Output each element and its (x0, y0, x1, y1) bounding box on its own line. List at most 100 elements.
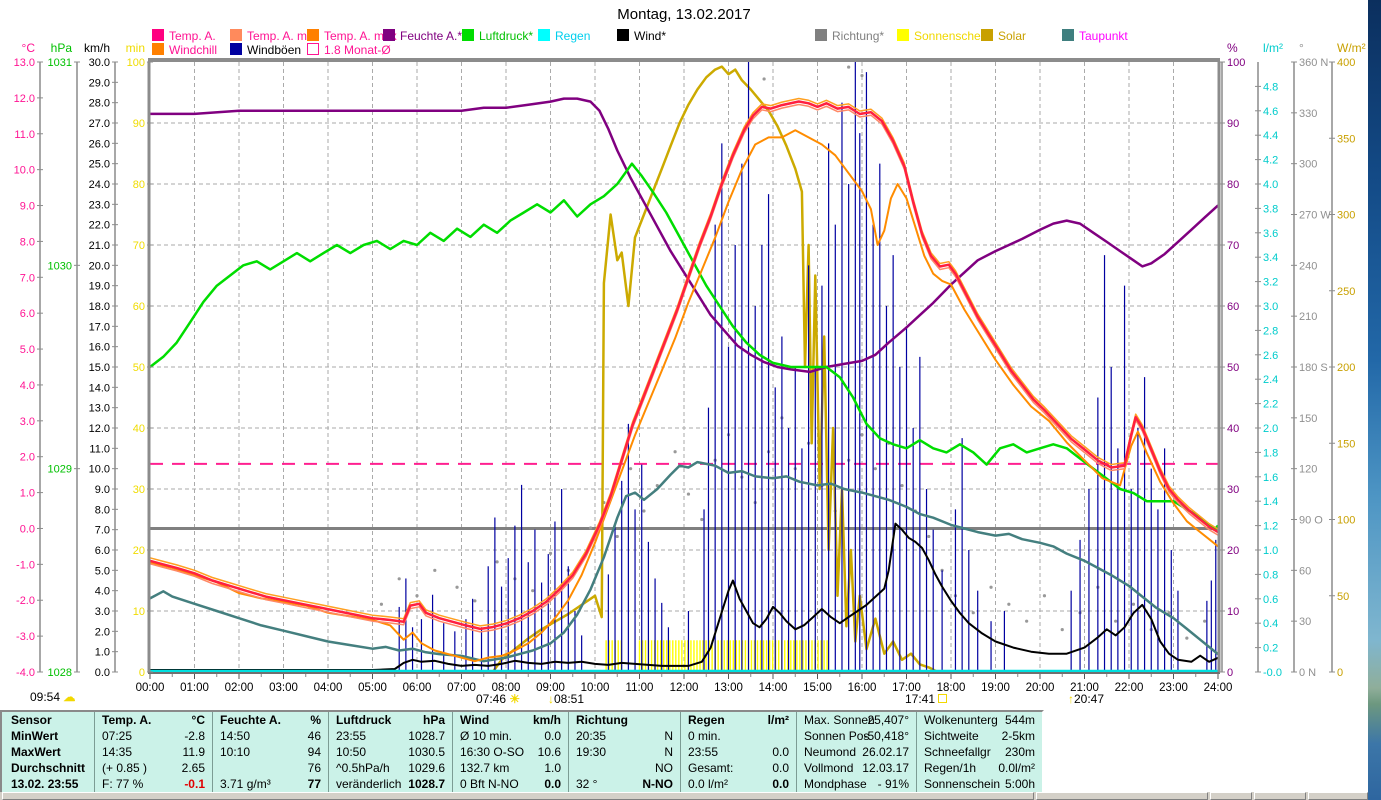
axis-tick-label-lm2: 1.2 (1263, 521, 1278, 533)
axis-tick-label-lm2: 3.4 (1263, 252, 1278, 264)
axis-tick-label-lm2: 0.2 (1263, 643, 1278, 655)
axis-tick-label-min: 0 (139, 667, 145, 679)
table-row: 23:55 1028.7 (329, 728, 451, 744)
axis-header-pct: % (1227, 41, 1238, 55)
table-column-temp-a-: Temp. A. °C 07:25 -2.8 14:35 11.9 (+ 0.85 ) 2.6… (94, 712, 211, 792)
table-cell: MinWert (11, 729, 59, 743)
axis-tick-label-kmh: 27.0 (89, 118, 110, 130)
series-richtung (1007, 602, 1011, 606)
axis-tick-label-lm2: 4.0 (1263, 179, 1278, 191)
axis-tick-label-deg: 300 (1299, 159, 1317, 171)
x-axis-label: 02:00 (225, 682, 254, 694)
legend-label: Feuchte A.* (400, 29, 463, 43)
table-row: Durchschnitt (4, 760, 92, 776)
table-cell: Feuchte A. (220, 713, 281, 727)
axis-tick-label-degC: 7.0 (20, 272, 35, 284)
axis-tick-label-wm2: 0 (1337, 667, 1343, 679)
table-column-labels0: Sensor MinWert MaxWert Durchschnitt 13.02. 2… (4, 712, 92, 792)
series-richtung (455, 585, 459, 589)
axis-header-deg: ° (1299, 41, 1304, 55)
table-cell: 1029.6 (408, 761, 445, 775)
table-column-richtung: Richtung 20:35 N 19:30 N NO 32 ° N-NO (568, 712, 679, 792)
table-row: 76 (213, 760, 327, 776)
x-axis-label: 14:00 (759, 682, 788, 694)
table-cell: Luftdruck (336, 713, 392, 727)
x-axis-label: 21:00 (1070, 682, 1099, 694)
marker-sunrise: 07:46 ☀ (476, 692, 520, 706)
x-axis-label: 04:00 (314, 682, 343, 694)
status-bar-segment (1036, 792, 1208, 800)
table-row: Max. Sonnen 25,407° (797, 712, 915, 728)
table-cell: 14:35 (102, 745, 133, 759)
table-cell: ^0.5hPa/h (336, 761, 390, 775)
axis-tick-label-kmh: 1.0 (95, 647, 110, 659)
legend-item-luftdruck-: Luftdruck* (462, 29, 533, 42)
axis-header-wm2: W/m² (1337, 41, 1366, 55)
series-richtung (588, 526, 593, 530)
table-column-wind: Wind km/h Ø 10 min. 0.0 16:30 O-SO 10.6 132.7 … (452, 712, 567, 792)
axis-tick-label-deg: 180 S (1299, 362, 1328, 374)
axis-tick-label-kmh: 12.0 (89, 423, 110, 435)
axis-tick-label-kmh: 17.0 (89, 321, 110, 333)
legend-swatch-icon (981, 29, 993, 41)
series-richtung (379, 602, 383, 606)
table-cell: 3.71 g/m³ (220, 777, 271, 791)
axis-tick-label-lm2: 2.4 (1263, 374, 1278, 386)
axis-tick-label-degC: 12.0 (14, 93, 35, 105)
legend-swatch-icon (307, 29, 319, 41)
series-richtung (615, 534, 619, 539)
legend-item-sonnenschein: Sonnenschein (897, 29, 990, 42)
table-cell: Temp. A. (102, 713, 152, 727)
axis-tick-label-kmh: 7.0 (95, 525, 110, 537)
table-cell: 132.7 km (460, 761, 510, 775)
legend-swatch-icon (152, 43, 164, 55)
axis-tick-label-lm2: 0.4 (1263, 618, 1278, 630)
axis-tick-label-min: 50 (133, 362, 145, 374)
legend-swatch-icon (307, 43, 319, 55)
x-axis-label: 11:00 (626, 682, 654, 694)
table-cell: 14:50 (220, 729, 251, 743)
axis-tick-label-lm2: 3.2 (1263, 277, 1278, 289)
series-richtung (397, 577, 401, 581)
table-cell: N-NO (642, 777, 673, 791)
x-axis-label: 06:00 (403, 682, 432, 694)
axis-tick-label-degC: 1.0 (20, 488, 35, 500)
legend-swatch-icon (152, 29, 164, 41)
table-cell: 1.0 (544, 761, 561, 775)
axis-tick-label-lm2: 4.6 (1263, 106, 1278, 118)
series-taupunkt (149, 460, 1219, 663)
table-cell: 0.0 l/m² (688, 777, 729, 791)
status-bar-segment (1254, 792, 1306, 800)
table-row: 20:35 N (569, 728, 679, 744)
table-row: Sichtweite 2-5km (917, 728, 1041, 744)
x-axis-label: 03:00 (269, 682, 298, 694)
status-bar-segment (1308, 792, 1368, 800)
series-richtung (415, 594, 419, 598)
x-axis-label: 24:00 (1204, 682, 1233, 694)
axis-tick-label-degC: -2.0 (16, 595, 35, 607)
axis-tick-label-lm2: 0.6 (1263, 594, 1278, 606)
axis-tick-label-min: 60 (133, 301, 145, 313)
moonset-arrow-icon: ↓ (548, 692, 554, 706)
table-row: MaxWert (4, 744, 92, 760)
axis-tick-label-kmh: 21.0 (89, 240, 110, 252)
marker-time: 09:54 (30, 690, 61, 704)
legend-item-wind-: Wind* (617, 29, 666, 42)
series-richtung (847, 65, 851, 69)
table-cell: Schneefallgr (924, 745, 991, 759)
axis-tick-label-lm2: 0.8 (1263, 569, 1278, 581)
table-cell: 230m (1004, 745, 1035, 759)
axis-tick-label-kmh: 13.0 (89, 403, 110, 415)
axis-tick-label-kmh: 5.0 (95, 565, 110, 577)
table-row: Gesamt: 0.0 (681, 760, 795, 776)
table-cell: Ø 10 min. (460, 729, 513, 743)
axis-tick-label-deg: 0 N (1299, 667, 1316, 679)
table-row: Regen/1h 0.0l/m² (917, 760, 1041, 776)
series-richtung (1025, 619, 1029, 623)
series-temp_min (149, 103, 1219, 633)
axis-tick-label-pct: 40 (1227, 423, 1239, 435)
table-column-regen: Regen l/m² 0 min. 23:55 0.0 Gesamt: 0.0 0.0 l/m… (680, 712, 795, 792)
table-cell: NO (655, 761, 673, 775)
axis-header-kmh: km/h (84, 41, 110, 55)
table-cell: 0.0 (772, 777, 789, 791)
